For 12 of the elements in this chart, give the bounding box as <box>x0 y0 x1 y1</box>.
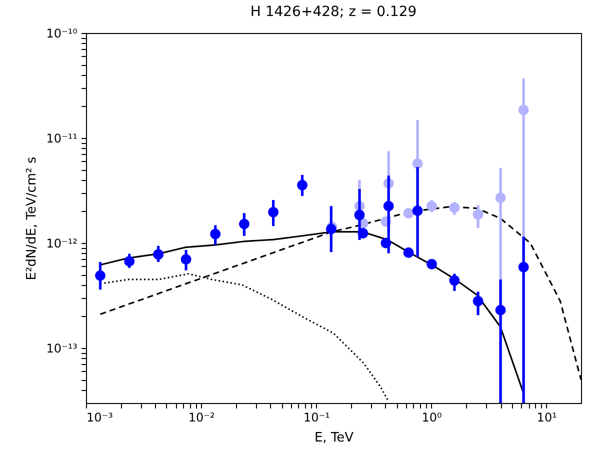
x-axis-title: E, TeV <box>314 430 354 446</box>
x-tick-label: 10⁰ <box>422 410 442 424</box>
chart-title: H 1426+428; z = 0.129 <box>250 4 417 20</box>
x-tick-label: 10⁻³ <box>86 410 114 424</box>
y-tick-label: 10⁻¹¹ <box>46 132 78 146</box>
y-tick-label: 10⁻¹² <box>46 236 78 251</box>
y-tick-label: 10⁻¹³ <box>46 342 78 356</box>
y-tick-label: 10⁻¹⁰ <box>46 26 78 40</box>
y-axis-title: E²dN/dE, TeV/cm² s <box>24 156 40 280</box>
x-tick-label: 10⁻¹ <box>303 410 330 424</box>
x-tick-label: 10¹ <box>536 410 558 424</box>
x-tick-label: 10⁻² <box>188 410 215 424</box>
